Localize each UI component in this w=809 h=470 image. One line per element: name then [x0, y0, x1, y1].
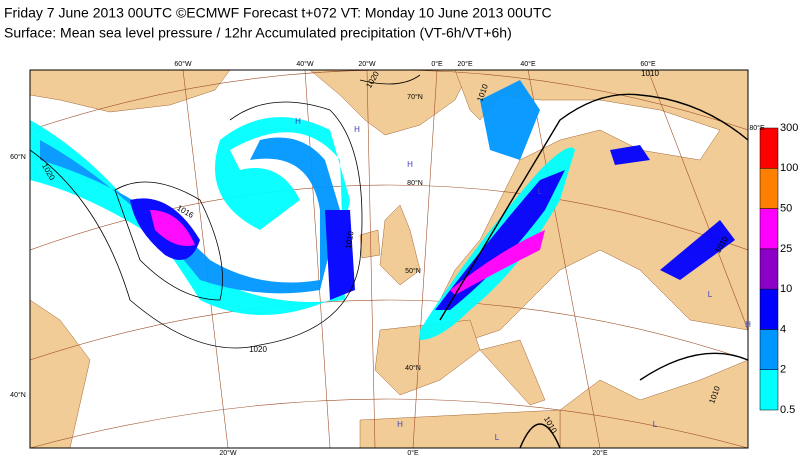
grid-label: 0°E — [431, 60, 443, 68]
pressure-centre: H — [407, 160, 413, 169]
legend-label: 4 — [780, 323, 786, 335]
grid-label: 40°W — [296, 60, 314, 68]
legend-label: 50 — [780, 202, 792, 214]
isobar-label: 1010 — [344, 230, 356, 250]
pressure-centre: L — [653, 420, 658, 429]
legend-swatch — [759, 288, 779, 330]
isobars — [30, 74, 748, 448]
grid-label: 20°W — [219, 449, 237, 457]
legend-label: 0.5 — [780, 404, 795, 416]
grid-label: 20°W — [358, 60, 376, 68]
grid-label: 80°N — [407, 179, 423, 187]
grid-label: 40°N — [10, 391, 26, 399]
pressure-centre: L — [708, 290, 713, 299]
grid-label: 60°N — [10, 153, 26, 161]
legend: 0.5 2 4 10 25 50 100 300 — [759, 122, 798, 416]
pressure-centre: H — [354, 125, 360, 134]
grid-label: 0°E — [407, 449, 419, 457]
map-frame — [29, 69, 749, 449]
grid-label: 20°E — [457, 60, 473, 68]
subtitle: Surface: Mean sea level pressure / 12hr … — [4, 25, 512, 41]
legend-label: 25 — [780, 243, 792, 255]
legend-label: 100 — [780, 162, 798, 174]
pressure-centre: H — [745, 320, 751, 329]
grid-label: 80°E — [749, 124, 765, 132]
legend-label: 2 — [780, 364, 786, 376]
isobar-label: 1020 — [249, 345, 267, 354]
map — [29, 69, 749, 449]
grid-label: 70°N — [407, 93, 423, 101]
pressure-centre: H — [397, 420, 403, 429]
graticule — [30, 70, 748, 448]
title: Friday 7 June 2013 00UTC ©ECMWF Forecast… — [4, 5, 552, 21]
land — [30, 70, 748, 448]
isobar-label: 1010 — [641, 69, 659, 78]
grid-label: 20°E — [592, 449, 608, 457]
legend-swatch — [759, 208, 779, 250]
grid-label: 60°E — [640, 60, 656, 68]
grid-label: 40°E — [520, 60, 536, 68]
legend-label: 300 — [780, 122, 798, 134]
pressure-centre: L — [495, 433, 500, 442]
pressure-centre: H — [295, 117, 301, 126]
legend-label: 10 — [780, 283, 792, 295]
legend-swatch — [759, 329, 779, 370]
legend-swatch — [759, 127, 779, 169]
grid-label: 60°W — [174, 60, 192, 68]
legend-swatch — [759, 168, 779, 209]
legend-swatch — [759, 248, 779, 290]
grid-label: 40°N — [405, 364, 421, 372]
pressure-centre: L — [538, 187, 543, 196]
legend-swatch — [759, 369, 779, 411]
grid-label: 50°N — [405, 267, 421, 275]
